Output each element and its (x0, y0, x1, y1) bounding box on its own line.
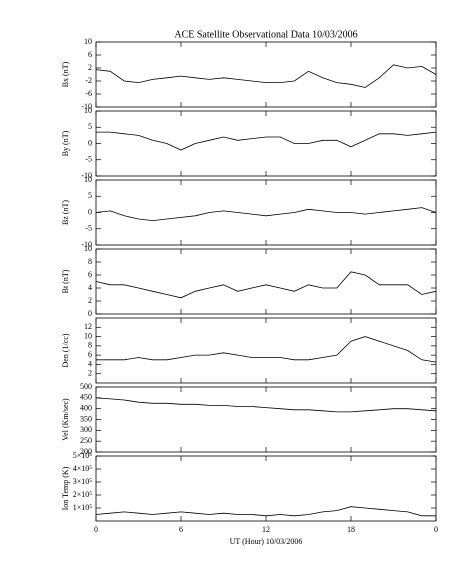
y-tick-label: 4 (88, 359, 92, 368)
y-tick-label: 10 (84, 244, 92, 253)
y-tick-label: 350 (80, 414, 92, 423)
y-tick-label: 8 (88, 257, 92, 266)
y-tick-label: -10 (81, 171, 92, 180)
y-axis-label: Bx (nT) (61, 61, 70, 87)
data-line (95, 64, 437, 88)
y-tick-label: 2×10⁵ (73, 490, 93, 499)
chart-title: ACE Satellite Observational Data 10/03/2… (174, 29, 357, 40)
x-tick-label: 18 (347, 525, 355, 534)
y-tick-label: 10 (84, 331, 92, 340)
data-line (96, 131, 437, 151)
y-tick-label: 5 (88, 122, 92, 131)
y-tick-label: 6 (88, 50, 92, 59)
y-tick-label: 8 (88, 341, 92, 350)
x-tick-label: 0 (434, 525, 438, 534)
y-axis-label: Bz (nT) (61, 200, 70, 225)
y-tick-label: 4 (88, 283, 92, 292)
y-tick-label: -5 (85, 224, 92, 233)
data-line (95, 397, 437, 413)
y-tick-label: 200 (80, 447, 92, 456)
y-tick-label: 2 (88, 63, 92, 72)
x-axis-label: UT (Hour) 10/03/2006 (230, 537, 303, 546)
y-tick-label: 5×10⁵ (73, 451, 93, 460)
y-axis-label: Den (1/cc) (61, 333, 70, 367)
y-tick-label: 3×10⁵ (73, 477, 93, 486)
data-line (95, 207, 437, 222)
y-axis-label: Ion Temp (K) (61, 466, 70, 510)
y-tick-label: -2 (85, 76, 92, 85)
data-line (96, 336, 437, 363)
data-line (95, 271, 437, 299)
y-axis-label: Vel (Km/sec) (61, 398, 70, 441)
panel-frame (95, 110, 437, 177)
y-tick-label: 0 (88, 309, 92, 318)
y-tick-label: -5 (85, 155, 92, 164)
panel-frame (95, 41, 437, 108)
y-tick-label: 2 (88, 296, 92, 305)
y-tick-label: 500 (80, 382, 92, 391)
y-tick-label: 2 (88, 369, 92, 378)
panel-frame (95, 248, 437, 315)
y-tick-label: -10 (81, 102, 92, 111)
y-tick-label: -10 (81, 240, 92, 249)
y-tick-label: 1×10⁵ (73, 503, 93, 512)
y-tick-label: 10 (84, 37, 92, 46)
y-tick-label: 4×10⁵ (73, 464, 93, 473)
panel-frame (95, 179, 437, 246)
panel-frame (95, 455, 437, 522)
y-axis-label: By (nT) (61, 130, 70, 156)
data-line (95, 506, 436, 517)
y-tick-label: -6 (85, 89, 92, 98)
x-tick-label: 6 (179, 525, 183, 534)
x-tick-label: 12 (262, 525, 270, 534)
panel-frame (95, 386, 437, 453)
y-tick-label: 0 (88, 138, 92, 147)
y-tick-label: 10 (84, 175, 92, 184)
y-tick-label: 5 (88, 191, 92, 200)
y-tick-label: 10 (84, 106, 92, 115)
y-tick-label: 6 (88, 270, 92, 279)
x-tick-label: 0 (94, 525, 98, 534)
y-tick-label: 0 (88, 207, 92, 216)
y-tick-label: 250 (80, 436, 92, 445)
y-axis-label: Bt (nT) (61, 269, 70, 293)
y-tick-label: 300 (80, 425, 92, 434)
y-tick-label: 12 (84, 322, 92, 331)
panel-frame (95, 317, 437, 384)
y-tick-label: 400 (80, 403, 92, 412)
y-tick-label: 450 (80, 393, 92, 402)
y-tick-label: 6 (88, 350, 92, 359)
